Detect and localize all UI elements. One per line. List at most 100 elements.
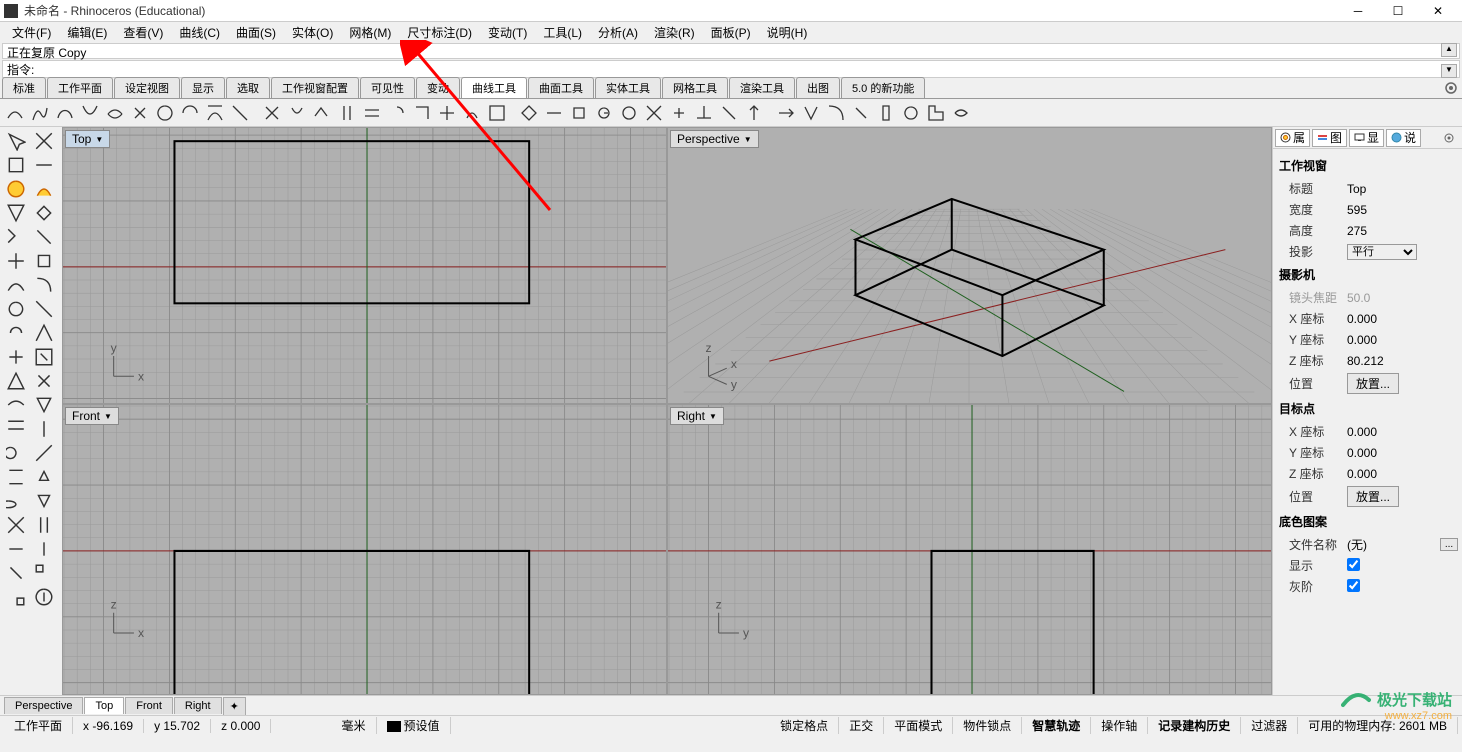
toolbar-btn-28[interactable] <box>718 102 740 124</box>
toolbar-btn-18[interactable] <box>461 102 483 124</box>
browse-file-button[interactable]: ... <box>1440 538 1458 551</box>
toolbar-btn-14[interactable] <box>361 102 383 124</box>
viewport-perspective[interactable]: Perspective▼ y z x <box>668 128 1271 403</box>
menu-item-10[interactable]: 分析(A) <box>590 24 646 41</box>
left-tool-21[interactable] <box>30 369 58 393</box>
left-tool-5[interactable] <box>30 177 58 201</box>
left-tool-39[interactable] <box>30 585 58 609</box>
toolbar-btn-13[interactable] <box>336 102 358 124</box>
tab-10[interactable]: 实体工具 <box>595 77 661 98</box>
toolbar-btn-23[interactable] <box>593 102 615 124</box>
tab-2[interactable]: 设定视图 <box>114 77 180 98</box>
toolbar-btn-10[interactable] <box>261 102 283 124</box>
viewport-tab-perspective[interactable]: Perspective <box>4 697 83 714</box>
toolbar-btn-32[interactable] <box>825 102 847 124</box>
toolbar-btn-16[interactable] <box>411 102 433 124</box>
viewport-right[interactable]: Right▼ y z <box>668 405 1271 694</box>
status-ortho[interactable]: 正交 <box>839 717 884 734</box>
viewport-tab-front[interactable]: Front <box>125 697 173 714</box>
status-gridsnap[interactable]: 锁定格点 <box>770 717 839 734</box>
tab-9[interactable]: 曲面工具 <box>528 77 594 98</box>
left-tool-27[interactable] <box>30 441 58 465</box>
status-layer[interactable]: 预设值 <box>377 717 451 734</box>
left-tool-16[interactable] <box>2 321 30 345</box>
left-tool-8[interactable] <box>2 225 30 249</box>
viewport-tab-right[interactable]: Right <box>174 697 222 714</box>
menu-item-7[interactable]: 尺寸标注(D) <box>399 24 480 41</box>
left-tool-19[interactable] <box>30 345 58 369</box>
viewport-top[interactable]: Top▼ x y <box>63 128 666 403</box>
left-tool-30[interactable] <box>2 489 30 513</box>
panel-tab-layers[interactable]: 图 <box>1312 129 1347 147</box>
toolbar-btn-4[interactable] <box>104 102 126 124</box>
toolbar-btn-7[interactable] <box>179 102 201 124</box>
toolbar-btn-15[interactable] <box>386 102 408 124</box>
left-tool-20[interactable] <box>2 369 30 393</box>
toolbar-btn-27[interactable] <box>693 102 715 124</box>
toolbar-btn-22[interactable] <box>568 102 590 124</box>
left-tool-1[interactable] <box>30 129 58 153</box>
toolbar-btn-1[interactable] <box>29 102 51 124</box>
tab-8[interactable]: 曲线工具 <box>461 77 527 98</box>
left-tool-17[interactable] <box>30 321 58 345</box>
toolbar-btn-12[interactable] <box>311 102 333 124</box>
tab-4[interactable]: 选取 <box>226 77 270 98</box>
tab-7[interactable]: 变动 <box>416 77 460 98</box>
viewport-perspective-label[interactable]: Perspective▼ <box>670 130 759 148</box>
viewport-front[interactable]: Front▼ x z <box>63 405 666 694</box>
panel-tab-properties[interactable]: 属 <box>1275 129 1310 147</box>
history-scroll-up[interactable]: ▲ <box>1441 43 1457 57</box>
left-tool-10[interactable] <box>2 249 30 273</box>
toolbar-btn-17[interactable] <box>436 102 458 124</box>
tab-0[interactable]: 标准 <box>2 77 46 98</box>
tab-1[interactable]: 工作平面 <box>47 77 113 98</box>
toolbar-btn-2[interactable] <box>54 102 76 124</box>
add-viewport-tab[interactable]: ✦ <box>223 697 246 715</box>
toolbar-btn-26[interactable] <box>668 102 690 124</box>
prop-title-value[interactable]: Top <box>1347 182 1458 196</box>
status-gumball[interactable]: 操作轴 <box>1091 717 1148 734</box>
prop-projection-select[interactable]: 平行 <box>1347 244 1458 260</box>
menu-item-1[interactable]: 编辑(E) <box>59 24 115 41</box>
left-tool-2[interactable] <box>2 153 30 177</box>
toolbar-btn-37[interactable] <box>950 102 972 124</box>
toolbar-btn-35[interactable] <box>900 102 922 124</box>
command-input[interactable] <box>34 62 1455 76</box>
left-tool-31[interactable] <box>30 489 58 513</box>
left-tool-37[interactable] <box>30 561 58 585</box>
menu-item-6[interactable]: 网格(M) <box>341 24 399 41</box>
toolbar-btn-5[interactable] <box>129 102 151 124</box>
left-tool-9[interactable] <box>30 225 58 249</box>
left-tool-14[interactable] <box>2 297 30 321</box>
panel-tab-help[interactable]: 说 <box>1386 129 1421 147</box>
prop-tgty-value[interactable]: 0.000 <box>1347 446 1458 460</box>
left-tool-6[interactable] <box>2 201 30 225</box>
left-tool-7[interactable] <box>30 201 58 225</box>
menu-item-13[interactable]: 说明(H) <box>759 24 816 41</box>
toolbar-btn-36[interactable] <box>925 102 947 124</box>
status-planar[interactable]: 平面模式 <box>884 717 953 734</box>
left-tool-35[interactable] <box>30 537 58 561</box>
prop-tgtx-value[interactable]: 0.000 <box>1347 425 1458 439</box>
gray-checkbox[interactable] <box>1347 579 1360 592</box>
toolbar-btn-20[interactable] <box>518 102 540 124</box>
toolbar-btn-6[interactable] <box>154 102 176 124</box>
toolbar-btn-21[interactable] <box>543 102 565 124</box>
close-button[interactable]: ✕ <box>1418 0 1458 22</box>
left-tool-13[interactable] <box>30 273 58 297</box>
toolbar-btn-25[interactable] <box>643 102 665 124</box>
menu-item-9[interactable]: 工具(L) <box>535 24 590 41</box>
toolbar-btn-29[interactable] <box>743 102 765 124</box>
prop-width-value[interactable]: 595 <box>1347 203 1458 217</box>
left-tool-36[interactable] <box>2 561 30 585</box>
tab-13[interactable]: 出图 <box>796 77 840 98</box>
viewport-right-label[interactable]: Right▼ <box>670 407 724 425</box>
show-checkbox[interactable] <box>1347 558 1360 571</box>
status-filter[interactable]: 过滤器 <box>1241 717 1298 734</box>
menu-item-5[interactable]: 实体(O) <box>284 24 341 41</box>
panel-gear-icon[interactable] <box>1438 129 1460 147</box>
left-tool-11[interactable] <box>30 249 58 273</box>
command-line[interactable]: 指令: ▼ <box>2 60 1460 78</box>
left-tool-38[interactable] <box>2 585 30 609</box>
toolbar-btn-24[interactable] <box>618 102 640 124</box>
